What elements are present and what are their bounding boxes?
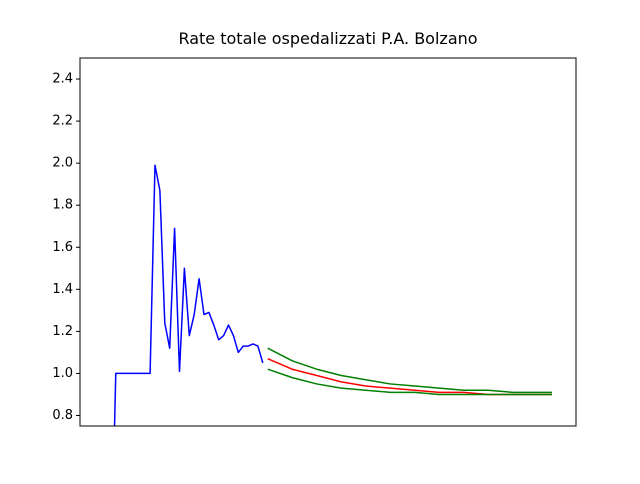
y-tick-label: 2.0 (52, 156, 73, 171)
axes-frame (79, 57, 577, 427)
series-line (267, 347, 552, 394)
plot-area (113, 164, 552, 426)
y-tick-label: 1.8 (52, 198, 73, 213)
y-tick-label: 1.2 (52, 324, 73, 339)
series-line (267, 368, 552, 396)
y-tick-label: 1.6 (52, 240, 73, 255)
series-line (113, 164, 264, 426)
y-tick-label: 1.4 (52, 282, 73, 297)
y-tick-label: 2.4 (52, 72, 73, 87)
y-tick-label: 2.2 (52, 114, 73, 129)
chart-title: Rate totale ospedalizzati P.A. Bolzano (178, 29, 477, 48)
y-tick-label: 0.8 (52, 408, 73, 423)
y-tick-label: 1.0 (52, 366, 73, 381)
